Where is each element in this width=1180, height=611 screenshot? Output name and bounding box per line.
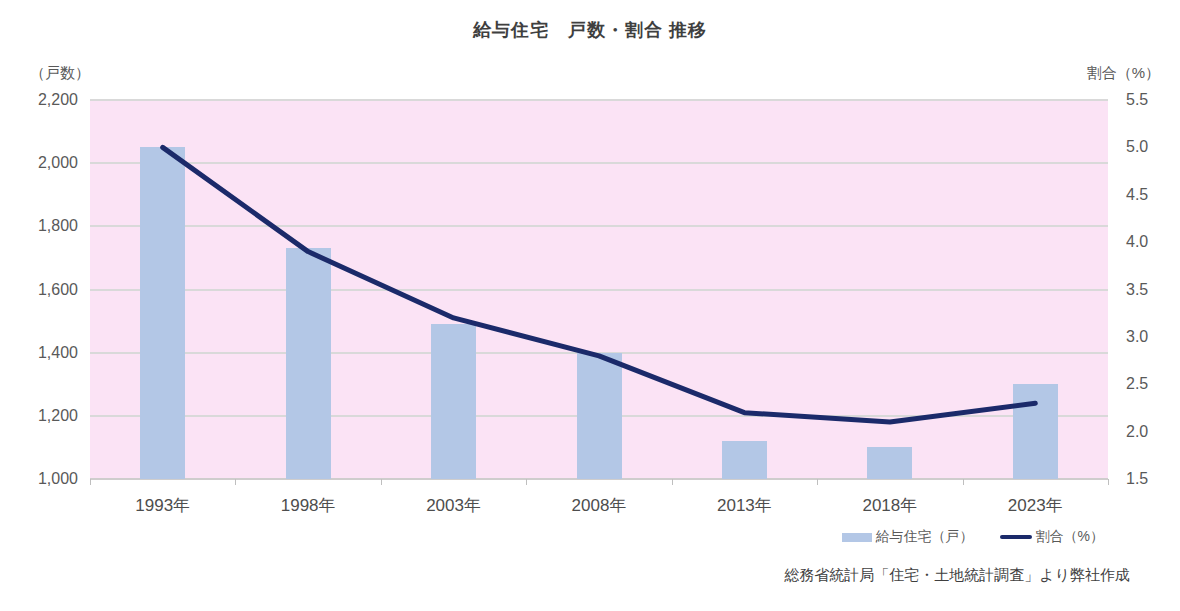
x-axis-tick-mark [1108, 479, 1109, 485]
chart-canvas: 給与住宅 戸数・割合 推移 （戸数） 割合（%） 2,200 2,000 1,800… [0, 0, 1180, 611]
right-axis-tick-label: 2.0 [1126, 423, 1148, 441]
left-axis-tick-label: 1,200 [38, 407, 78, 425]
ratio-line-path [163, 147, 1036, 422]
right-axis-tick-label: 3.5 [1126, 281, 1148, 299]
plot-area [90, 100, 1108, 479]
x-axis-tick-label: 1993年 [135, 494, 190, 517]
right-axis-tick-label: 5.5 [1126, 91, 1148, 109]
x-axis-tick-label: 2023年 [1008, 494, 1063, 517]
ratio-line-series [90, 100, 1108, 479]
left-axis-tick-label: 2,200 [38, 91, 78, 109]
left-axis-tick-label: 1,400 [38, 344, 78, 362]
right-axis-tick-label: 3.0 [1126, 328, 1148, 346]
legend-line-label: 割合（%） [1036, 528, 1104, 546]
legend-item-bar: 給与住宅（戸） [842, 528, 974, 546]
x-axis-tick-mark [381, 479, 382, 485]
legend: 給与住宅（戸） 割合（%） [842, 528, 1104, 546]
x-axis-tick-label: 2008年 [572, 494, 627, 517]
source-note: 総務省統計局「住宅・土地統計調査」より弊社作成 [784, 566, 1130, 585]
legend-item-line: 割合（%） [1000, 528, 1104, 546]
x-axis-tick-mark [526, 479, 527, 485]
right-axis-tick-label: 1.5 [1126, 470, 1148, 488]
left-axis-unit-label: （戸数） [30, 64, 90, 83]
right-axis-tick-label: 4.0 [1126, 233, 1148, 251]
x-axis-tick-label: 2003年 [426, 494, 481, 517]
left-axis-tick-label: 1,000 [38, 470, 78, 488]
left-axis-tick-label: 1,600 [38, 281, 78, 299]
left-axis-tick-label: 2,000 [38, 154, 78, 172]
x-axis-tick-mark [817, 479, 818, 485]
right-axis-tick-label: 2.5 [1126, 375, 1148, 393]
x-axis-tick-mark [963, 479, 964, 485]
right-axis-tick-label: 5.0 [1126, 138, 1148, 156]
legend-bar-label: 給与住宅（戸） [876, 528, 974, 546]
x-axis-tick-label: 2013年 [717, 494, 772, 517]
x-axis-tick-label: 2018年 [862, 494, 917, 517]
x-axis-tick-mark [235, 479, 236, 485]
line-series-swatch [1000, 535, 1032, 539]
x-axis-tick-mark [672, 479, 673, 485]
right-axis-tick-label: 4.5 [1126, 186, 1148, 204]
x-axis-tick-mark [90, 479, 91, 485]
x-axis-tick-label: 1998年 [281, 494, 336, 517]
left-axis-tick-label: 1,800 [38, 217, 78, 235]
chart-title: 給与住宅 戸数・割合 推移 [0, 18, 1180, 42]
right-axis-unit-label: 割合（%） [1087, 64, 1160, 83]
bar-series-swatch [842, 533, 872, 542]
